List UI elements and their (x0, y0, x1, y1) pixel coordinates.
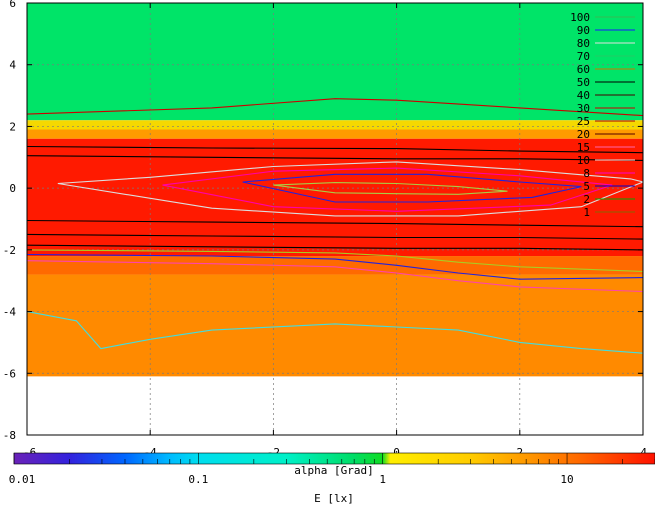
heatmap-band-2 (27, 129, 643, 139)
plot-frame (26, 2, 644, 436)
heatmap-band-1 (27, 120, 643, 130)
colorbar-tick-label-2: 1 (379, 473, 386, 486)
legend-label-10: 10 (577, 154, 590, 167)
legend-label-80: 80 (577, 37, 590, 50)
legend-label-50: 50 (577, 76, 590, 89)
contour-line-80 (27, 253, 643, 280)
legend-label-25: 25 (577, 115, 590, 128)
y-tick-label-3: 0 (9, 182, 16, 195)
x-tick-label-4: 2 (516, 446, 523, 459)
grid-lines (27, 3, 643, 435)
legend-label-5: 5 (583, 180, 590, 193)
colorbar-xlabel: E [lx] (314, 492, 354, 505)
heatmap-band-4 (27, 256, 643, 275)
contour-line-100 (27, 311, 643, 354)
contour-line-5 (242, 173, 582, 203)
legend-label-30: 30 (577, 102, 590, 115)
colorbar: 0.01 0.1 1 10 alpha [Grad] E [lx] (9, 452, 655, 505)
y-tick-label-1: 4 (9, 59, 16, 72)
x-tick-label-5: 4 (640, 446, 647, 459)
legend-label-100: 100 (570, 11, 590, 24)
y-tick-label-2: 2 (9, 120, 16, 133)
colorbar-tick-label-1: 0.1 (188, 473, 208, 486)
legend-label-15: 15 (577, 141, 590, 154)
contour-line-20 (27, 145, 643, 154)
legend-label-60: 60 (577, 63, 590, 76)
contour-line-40 (27, 233, 643, 240)
contour-line-30 (27, 219, 643, 228)
contour-line-2 (273, 182, 508, 195)
legend-label-20: 20 (577, 128, 590, 141)
heatmap-bands (27, 3, 643, 377)
contour-line-70 (27, 249, 643, 273)
contour-line-8 (162, 167, 613, 212)
y-tick-label-0: 6 (9, 0, 16, 10)
colorbar-tick-label-0: 0.01 (9, 473, 36, 486)
legend-label-8: 8 (583, 167, 590, 180)
heatmap-band-0 (27, 3, 643, 121)
heatmap-band-5 (27, 274, 643, 377)
contour-line-10 (57, 161, 643, 217)
y-tick-label-5: -4 (3, 306, 17, 319)
y-tick-label-4: -2 (3, 244, 16, 257)
legend-label-90: 90 (577, 24, 590, 37)
legend-label-2: 2 (583, 193, 590, 206)
legend-label-40: 40 (577, 89, 590, 102)
contour-line-25 (27, 155, 643, 161)
contour-lines (27, 98, 643, 354)
colorbar-tick-label-3: 10 (560, 473, 573, 486)
contour-line-60 (27, 98, 643, 117)
x-tick-label-3: 0 (393, 446, 400, 459)
y-tick-label-7: -8 (3, 429, 16, 442)
legend-label-70: 70 (577, 50, 590, 63)
colorbar-title: alpha [Grad] (294, 464, 373, 477)
contour-line-90 (27, 260, 643, 293)
legend-label-1: 1 (583, 206, 590, 219)
y-tick-label-6: -6 (3, 367, 16, 380)
contour-line-50 (27, 244, 643, 251)
